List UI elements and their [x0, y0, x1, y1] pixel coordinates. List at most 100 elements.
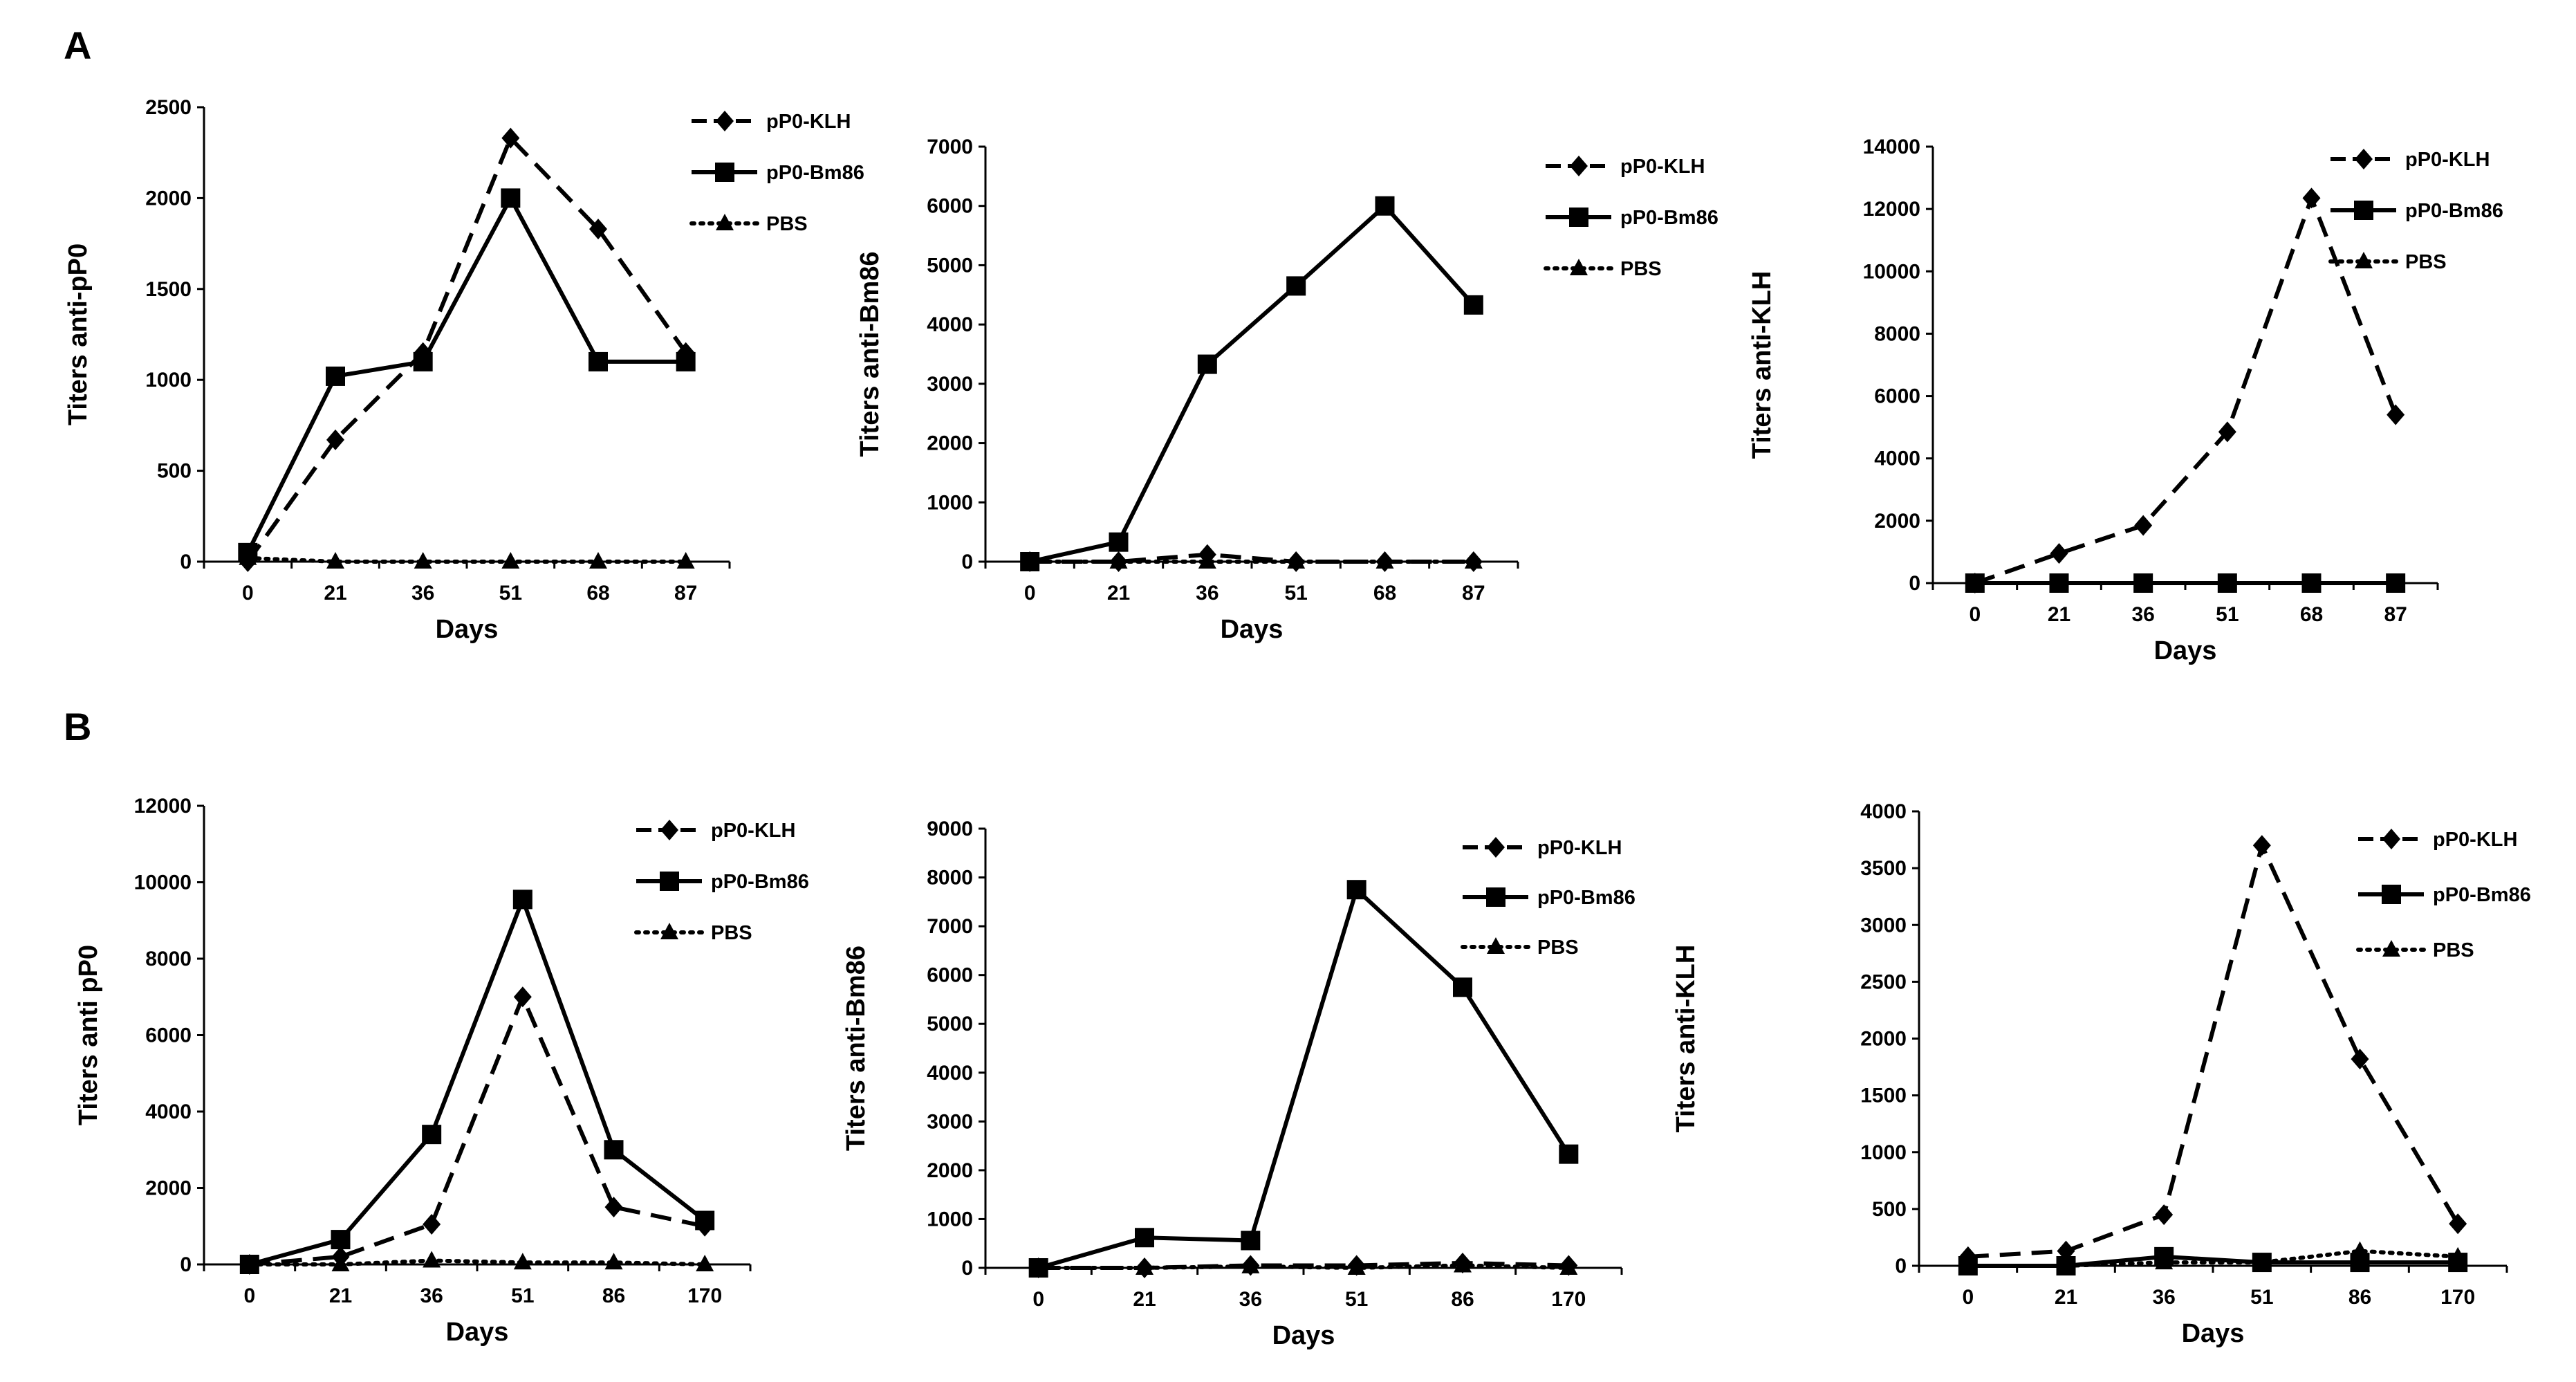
legend-marker: [2355, 252, 2373, 268]
legend-label: pP0-Bm86: [711, 871, 809, 893]
legend-marker: [1570, 156, 1588, 176]
x-tick-label: 51: [2250, 1286, 2273, 1309]
data-point-pp0-bm86: [2386, 573, 2406, 593]
y-tick-label: 6000: [927, 964, 973, 987]
x-tick-label: 21: [2048, 603, 2070, 626]
data-point-pp0-klh: [2218, 421, 2236, 443]
y-tick-label: 0: [961, 1257, 973, 1280]
legend-label: pP0-KLH: [2405, 149, 2490, 171]
data-point-pp0-klh: [1241, 1255, 1260, 1276]
x-tick-label: 51: [2216, 603, 2239, 626]
legend-marker: [1487, 837, 1505, 858]
data-point-pp0-bm86: [2301, 573, 2322, 593]
y-tick-label: 1500: [1860, 1085, 1907, 1107]
y-tick-label: 2000: [1874, 510, 1920, 533]
chart-4: 0 2000 4000 6000 8000 10000 12000 0 21 36 51 86 170 D…: [74, 795, 809, 1347]
data-point-pp0-klh: [1287, 551, 1306, 572]
series-line-pp0-klh: [1038, 1260, 1569, 1270]
y-tick-label: 8000: [927, 867, 973, 890]
legend-label: pP0-Bm86: [1537, 887, 1636, 909]
legend: pP0-KLH pP0-Bm86 PBS: [2356, 829, 2531, 961]
x-tick-label: 68: [2300, 603, 2323, 626]
data-point-pp0-klh: [2155, 1204, 2174, 1226]
y-tick-label: 7000: [927, 915, 973, 938]
x-tick-label: 36: [1196, 582, 1218, 605]
data-point-pp0-bm86: [1197, 354, 1217, 374]
y-tick-label: 10000: [134, 872, 192, 894]
x-tick-label: 0: [242, 582, 254, 605]
legend: pP0-KLH pP0-Bm86 PBS: [634, 820, 809, 944]
data-point-pp0-klh: [1454, 1252, 1472, 1273]
data-point-pp0-klh: [2351, 1049, 2369, 1070]
y-axis-title: Titers anti-pP0: [64, 243, 93, 425]
y-tick-label: 8000: [145, 948, 192, 970]
data-point-pp0-klh: [331, 1246, 350, 1267]
x-axis-title: Days: [2154, 636, 2217, 665]
data-point-pp0-klh: [513, 986, 532, 1008]
legend-label: PBS: [1537, 937, 1579, 959]
y-tick-label: 5000: [927, 254, 973, 277]
y-axis-title: Titers anti-KLH: [1671, 945, 1701, 1133]
x-tick-label: 36: [411, 582, 434, 605]
legend-marker: [1569, 208, 1588, 227]
legend-label: pP0-KLH: [766, 111, 851, 133]
data-point-pp0-bm86: [695, 1210, 715, 1231]
legend-label: pP0-KLH: [1537, 837, 1622, 859]
data-point-pbs: [326, 552, 344, 569]
x-tick-label: 68: [586, 582, 609, 605]
data-point-pp0-klh: [2387, 404, 2405, 425]
x-tick-label: 36: [420, 1284, 443, 1307]
data-point-pbs: [589, 552, 607, 569]
data-point-pp0-bm86: [676, 351, 696, 371]
y-tick-label: 2000: [927, 1159, 973, 1182]
y-tick-label: 1000: [927, 491, 973, 514]
legend-label: pP0-KLH: [2433, 829, 2517, 851]
series-line-pp0-klh: [1030, 552, 1474, 564]
data-point-pp0-bm86: [238, 542, 258, 562]
x-axis-title: Days: [436, 615, 499, 644]
data-point-pbs: [501, 552, 520, 569]
legend-marker: [2355, 149, 2373, 169]
y-tick-label: 3000: [927, 1110, 973, 1133]
y-tick-label: 0: [1909, 572, 1920, 595]
data-point-pp0-bm86: [501, 188, 521, 208]
legend-label: PBS: [766, 213, 808, 235]
y-tick-label: 1000: [1860, 1141, 1907, 1164]
y-tick-label: 0: [180, 551, 192, 573]
data-point-pp0-bm86: [2056, 1256, 2076, 1275]
y-tick-label: 4000: [1874, 448, 1920, 470]
data-point-pp0-klh: [589, 219, 607, 240]
x-axis-title: Days: [1272, 1321, 1335, 1350]
y-tick-label: 2000: [927, 432, 973, 455]
chart-6: 0 500 1000 1500 2000 2500 3000 3500 4000 0 21 36 51 8…: [1671, 800, 2531, 1348]
legend-marker: [716, 111, 734, 131]
data-point-pbs: [414, 552, 432, 569]
series-line-pp0-klh: [245, 136, 688, 563]
data-point-pp0-bm86: [239, 1255, 259, 1274]
x-tick-label: 68: [1373, 582, 1396, 605]
y-tick-label: 4000: [145, 1100, 192, 1123]
data-point-pp0-bm86: [1958, 1256, 1978, 1275]
series-line-pp0-bm86: [245, 196, 686, 554]
x-tick-label: 170: [687, 1284, 722, 1307]
data-point-pp0-klh: [2302, 187, 2321, 209]
legend-label: pP0-KLH: [711, 820, 795, 842]
x-axis-title: Days: [2182, 1319, 2245, 1348]
data-point-pp0-klh: [1109, 551, 1128, 572]
legend-marker: [1487, 937, 1505, 954]
data-point-pp0-bm86: [1241, 1231, 1261, 1251]
y-tick-label: 6000: [1874, 385, 1920, 408]
legend-marker: [1486, 887, 1505, 907]
x-tick-label: 36: [2131, 603, 2154, 626]
chart-2: 0 1000 2000 3000 4000 5000 6000 7000 0 21 36 51 68 87…: [855, 136, 1718, 644]
legend-label: pP0-Bm86: [2405, 200, 2503, 222]
y-tick-label: 2000: [1860, 1028, 1907, 1051]
data-point-pp0-klh: [326, 429, 344, 450]
y-tick-label: 3000: [927, 373, 973, 396]
data-point-pp0-klh: [1136, 1257, 1153, 1278]
legend-label: PBS: [2433, 939, 2474, 961]
data-point-pp0-klh: [1198, 544, 1216, 565]
y-tick-label: 5000: [927, 1013, 973, 1035]
data-point-pp0-klh: [1347, 1255, 1366, 1276]
y-tick-label: 6000: [145, 1024, 192, 1047]
